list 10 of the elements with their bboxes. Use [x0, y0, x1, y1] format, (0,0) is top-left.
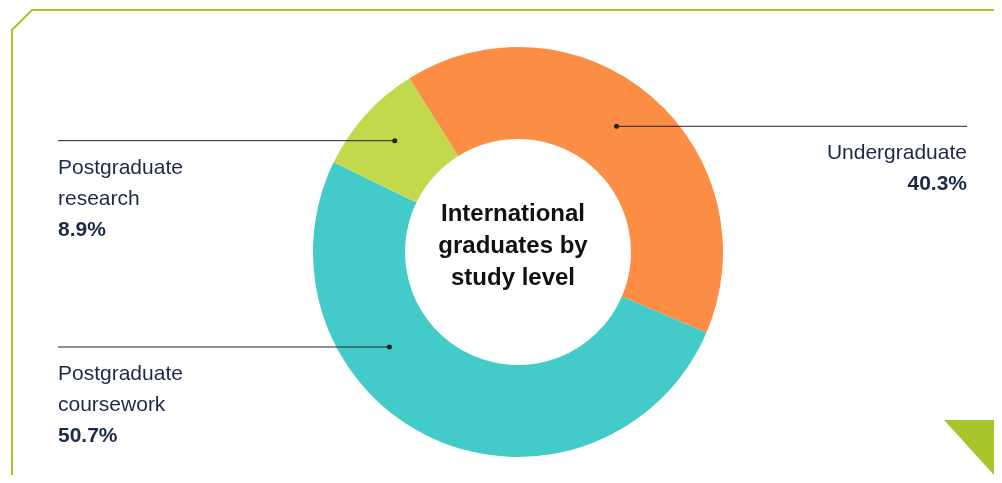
slice-label: Postgraduate research: [58, 154, 183, 209]
slice-label: Undergraduate: [826, 140, 967, 164]
data-label: 40.3%: [907, 171, 968, 195]
data-label: 50.7%: [58, 423, 118, 446]
data-label: 8.9%: [58, 216, 107, 240]
slice-label: Postgraduate coursework: [58, 361, 183, 415]
text: International graduates by study level: [437, 198, 589, 292]
donut-slice: [313, 162, 707, 457]
donut-slice: [409, 47, 723, 333]
donut-slice: [333, 78, 459, 203]
